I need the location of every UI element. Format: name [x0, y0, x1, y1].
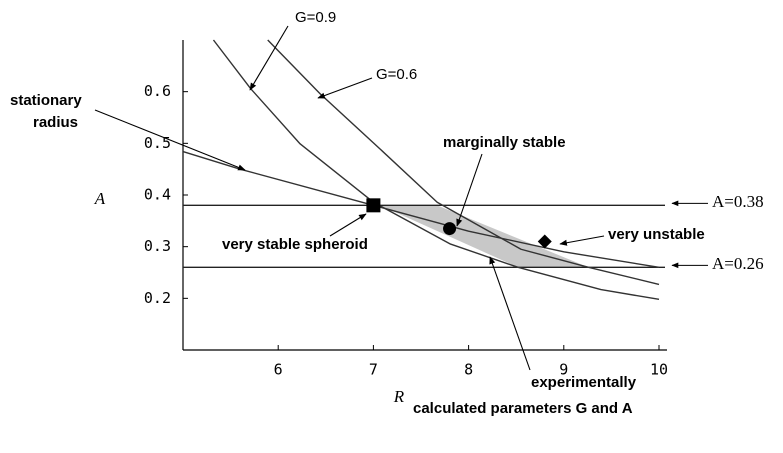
annotation: very unstable — [608, 226, 705, 243]
annotation: G=0.6 — [376, 66, 417, 83]
annotation: G=0.9 — [295, 9, 336, 26]
reference-label: A=0.38 — [712, 192, 764, 211]
x-tick-label: 6 — [274, 361, 283, 379]
arrow — [559, 235, 605, 246]
annotation: calculated parameters G and A — [413, 400, 633, 417]
marker-diamond — [537, 234, 552, 249]
annotation: marginally stable — [443, 134, 566, 151]
annotation: stationary — [10, 92, 82, 109]
shaded-region — [380, 205, 589, 268]
arrow — [317, 77, 373, 99]
x-tick-label: 9 — [559, 361, 568, 379]
y-tick-label: 0.5 — [144, 134, 171, 152]
arrow — [489, 256, 531, 371]
arrow — [94, 109, 246, 171]
y-tick-label: 0.3 — [144, 237, 171, 255]
annotation: radius — [33, 114, 78, 131]
reference-label: A=0.26 — [712, 254, 764, 273]
annotation: very stable spheroid — [222, 236, 368, 253]
x-tick-label: 7 — [369, 361, 378, 379]
curve — [212, 39, 660, 301]
y-tick-label: 0.4 — [144, 186, 171, 204]
x-axis-label: R — [393, 387, 405, 406]
curve — [182, 150, 660, 269]
x-tick-label: 10 — [650, 361, 668, 379]
y-axis-label: A — [94, 189, 106, 208]
marker-circle — [443, 222, 457, 236]
arrow — [329, 213, 367, 237]
x-tick-label: 8 — [464, 361, 473, 379]
y-tick-label: 0.6 — [144, 82, 171, 100]
arrow — [249, 25, 289, 91]
annotation: experimentally — [531, 374, 637, 391]
y-tick-label: 0.2 — [144, 289, 171, 307]
arrow — [456, 153, 483, 227]
marker-square — [366, 198, 381, 213]
